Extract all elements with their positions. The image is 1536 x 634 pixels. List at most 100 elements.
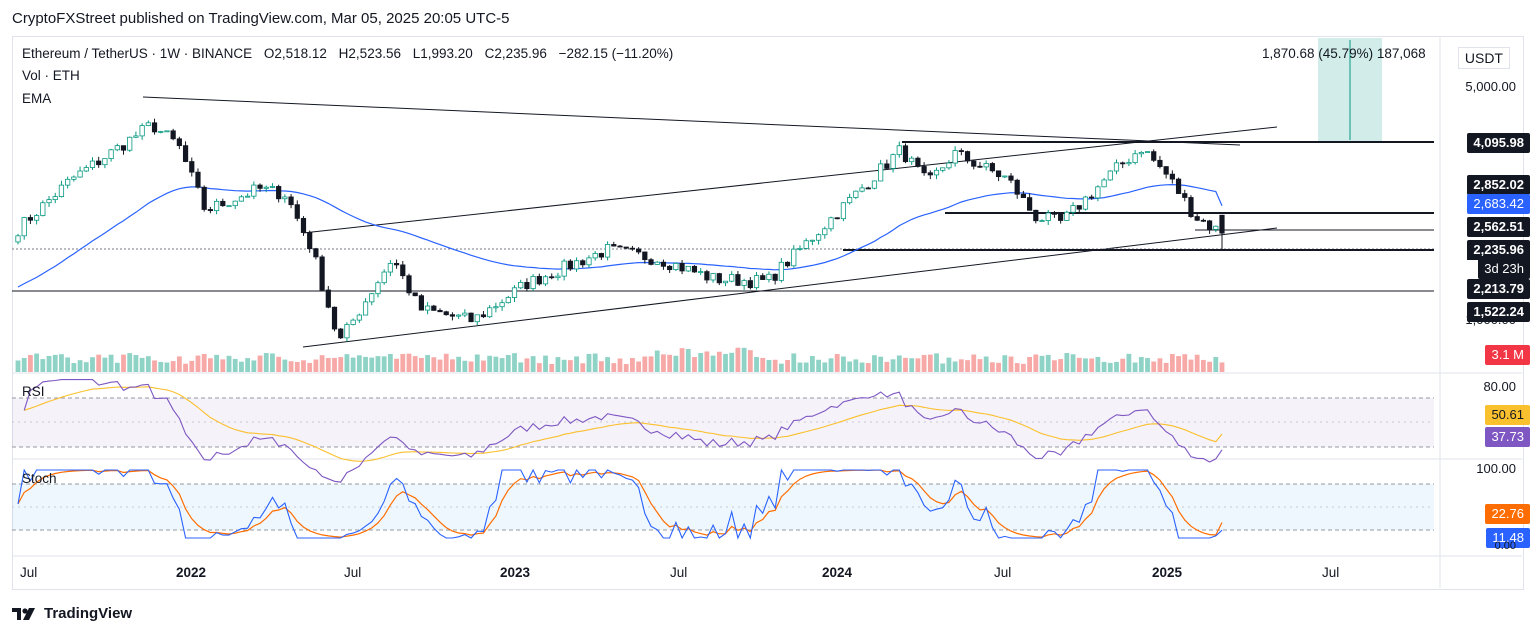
candle[interactable] xyxy=(573,260,580,270)
candle[interactable] xyxy=(350,319,356,325)
candle[interactable] xyxy=(679,263,685,272)
candle[interactable] xyxy=(766,273,772,280)
candle[interactable] xyxy=(1182,193,1188,198)
candle[interactable] xyxy=(964,151,971,162)
candle[interactable] xyxy=(145,122,151,126)
candle[interactable] xyxy=(797,247,803,250)
candle[interactable] xyxy=(847,197,853,204)
candle[interactable] xyxy=(1132,153,1138,163)
candle[interactable] xyxy=(958,150,964,152)
candle[interactable] xyxy=(96,160,102,166)
trendline-channel-bottom[interactable] xyxy=(302,227,1278,348)
candle[interactable] xyxy=(989,163,995,172)
candle[interactable] xyxy=(561,260,567,277)
candle[interactable] xyxy=(747,280,753,289)
candle[interactable] xyxy=(443,311,449,316)
candle[interactable] xyxy=(735,274,741,286)
candle[interactable] xyxy=(611,244,617,247)
candle[interactable] xyxy=(1058,213,1064,221)
candle[interactable] xyxy=(449,314,456,317)
candle[interactable] xyxy=(803,240,809,249)
candle[interactable] xyxy=(381,271,387,284)
candle[interactable] xyxy=(853,190,859,198)
candle[interactable] xyxy=(276,186,282,200)
candle[interactable] xyxy=(542,276,549,285)
candle[interactable] xyxy=(977,165,983,168)
candle[interactable] xyxy=(487,307,493,318)
candle[interactable] xyxy=(673,263,679,271)
candle[interactable] xyxy=(822,228,828,236)
candle[interactable] xyxy=(760,275,766,280)
candle[interactable] xyxy=(127,136,133,151)
currency-button[interactable]: USDT xyxy=(1457,47,1510,69)
candle[interactable] xyxy=(1076,205,1082,210)
candle[interactable] xyxy=(722,280,729,284)
candle[interactable] xyxy=(40,202,46,216)
candle[interactable] xyxy=(151,122,158,133)
candle[interactable] xyxy=(1045,212,1051,221)
candle[interactable] xyxy=(741,280,747,286)
candle[interactable] xyxy=(170,130,176,140)
candle[interactable] xyxy=(189,161,195,173)
candle[interactable] xyxy=(710,273,716,281)
candle[interactable] xyxy=(164,130,170,133)
candle[interactable] xyxy=(871,180,878,189)
candle[interactable] xyxy=(915,157,921,167)
candle[interactable] xyxy=(263,186,269,189)
candle[interactable] xyxy=(946,162,952,169)
candle[interactable] xyxy=(1169,173,1175,180)
candle[interactable] xyxy=(1107,170,1113,181)
candle[interactable] xyxy=(828,217,834,230)
candle[interactable] xyxy=(406,275,412,294)
candle[interactable] xyxy=(884,163,890,169)
candle[interactable] xyxy=(1020,193,1027,198)
candle[interactable] xyxy=(52,196,58,201)
candle[interactable] xyxy=(865,187,871,190)
candle[interactable] xyxy=(319,256,325,291)
candle[interactable] xyxy=(698,271,704,273)
candle[interactable] xyxy=(1051,212,1058,215)
candle[interactable] xyxy=(1008,175,1014,181)
candle[interactable] xyxy=(1064,211,1070,221)
candle[interactable] xyxy=(1194,216,1200,221)
candle[interactable] xyxy=(778,261,784,281)
candle[interactable] xyxy=(338,328,344,339)
candle[interactable] xyxy=(549,276,555,279)
candle[interactable] xyxy=(536,276,542,285)
candle[interactable] xyxy=(83,167,89,172)
candle[interactable] xyxy=(232,200,238,207)
candle[interactable] xyxy=(418,295,425,311)
candle[interactable] xyxy=(617,245,623,248)
candle[interactable] xyxy=(1219,214,1225,234)
candle[interactable] xyxy=(716,273,722,284)
candle[interactable] xyxy=(784,261,791,267)
candle[interactable] xyxy=(1151,151,1157,161)
candle[interactable] xyxy=(456,314,462,317)
candle[interactable] xyxy=(400,264,406,277)
candle[interactable] xyxy=(462,312,468,316)
candle[interactable] xyxy=(1126,162,1132,165)
candle[interactable] xyxy=(499,302,505,308)
candle[interactable] xyxy=(369,293,375,303)
candle[interactable] xyxy=(952,150,958,164)
candle[interactable] xyxy=(46,199,52,204)
candle[interactable] xyxy=(505,297,511,304)
candle[interactable] xyxy=(518,281,524,289)
candle[interactable] xyxy=(530,276,536,290)
candle[interactable] xyxy=(176,138,182,147)
candle[interactable] xyxy=(1163,166,1169,175)
candle[interactable] xyxy=(1200,219,1206,222)
rsi-legend[interactable]: RSI xyxy=(22,384,45,399)
candle[interactable] xyxy=(387,263,393,273)
candle[interactable] xyxy=(940,167,946,171)
trendline-upper-resistance[interactable] xyxy=(142,96,1241,146)
candle[interactable] xyxy=(294,204,300,219)
candle[interactable] xyxy=(598,253,604,258)
ema-legend[interactable]: EMA xyxy=(22,91,52,106)
candle[interactable] xyxy=(1188,197,1194,217)
candle[interactable] xyxy=(220,200,226,207)
candle[interactable] xyxy=(1039,220,1045,222)
candle[interactable] xyxy=(375,282,381,295)
candle[interactable] xyxy=(1206,220,1213,230)
candle[interactable] xyxy=(654,261,660,265)
